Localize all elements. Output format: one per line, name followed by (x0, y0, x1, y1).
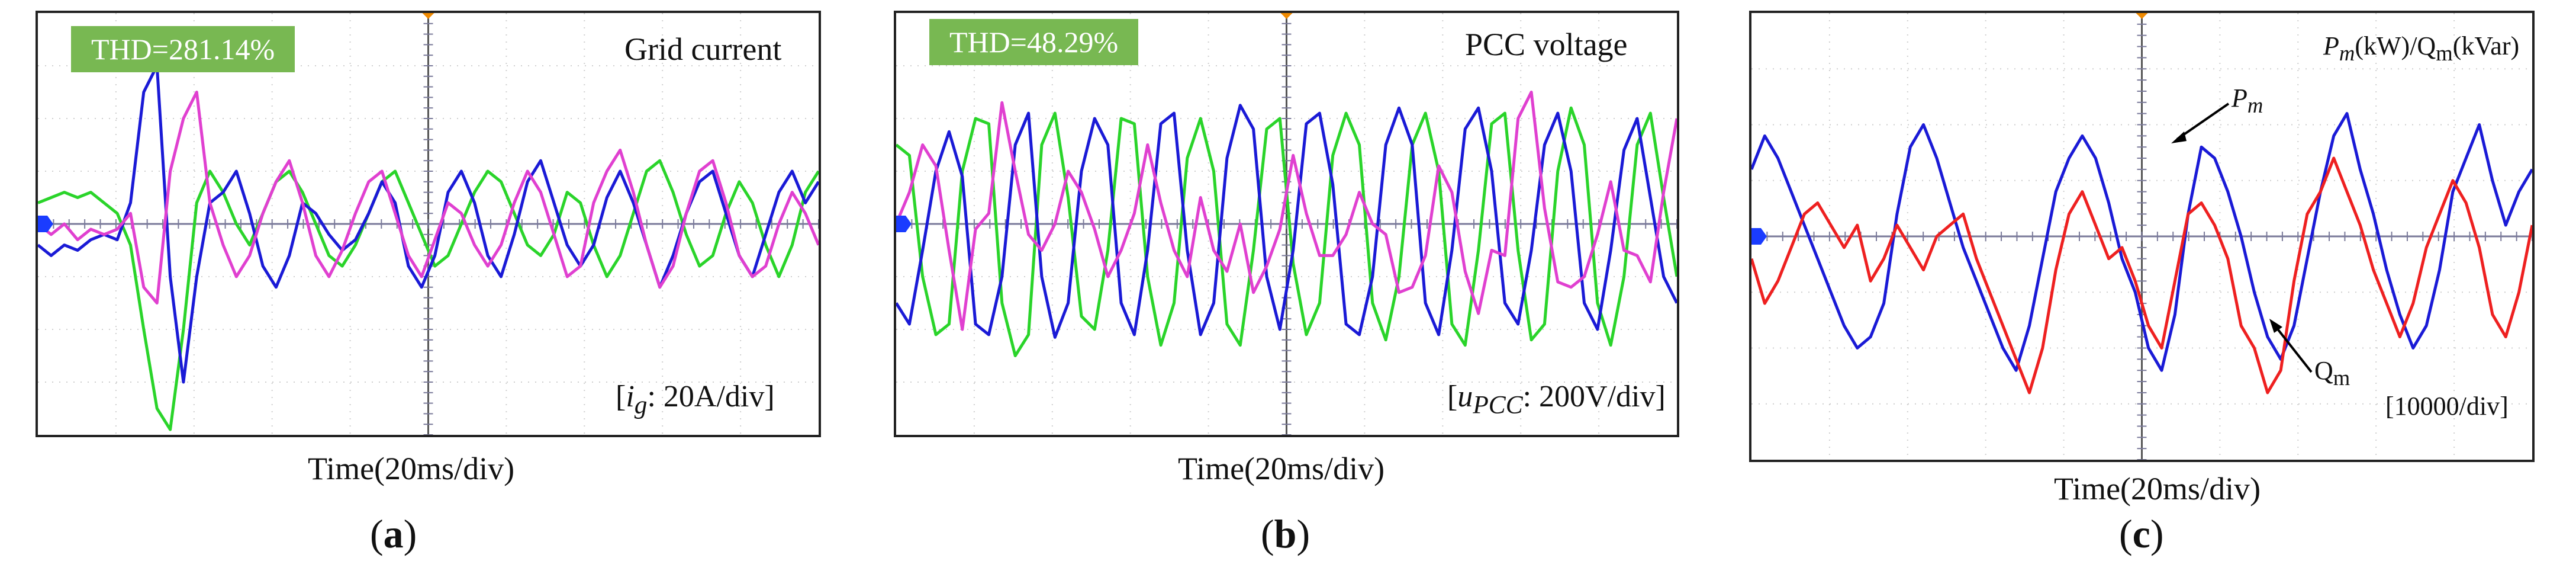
scale-label-b: [uPCC: 200V/div] (1447, 379, 1666, 419)
arrow-pm-head (2171, 132, 2187, 143)
x-axis-label-b: Time(20ms/div) (1178, 451, 1385, 486)
arrow-qm-head (2269, 319, 2282, 333)
title-end-c: (kVar) (2452, 31, 2520, 60)
scale-label-a: [ig: 20A/div] (616, 379, 775, 419)
scale-prefix-a: [ (616, 380, 626, 413)
series-b-phase-c (896, 91, 1677, 331)
x-axis-label-a: Time(20ms/div) (308, 451, 515, 486)
caption-letter-c: c (2132, 511, 2150, 556)
scope-screen-a (36, 11, 821, 437)
scope-screen-b (894, 11, 1679, 437)
ground-marker-b (896, 216, 912, 232)
scale-rest-a: : 20A/div] (647, 380, 775, 413)
arrow-qm (2273, 323, 2313, 373)
x-axis-label-c: Time(20ms/div) (2054, 471, 2261, 507)
series-c-pm (1751, 112, 2532, 372)
caption-b: (b) (1261, 511, 1310, 556)
scale-sub-b: PCC (1473, 390, 1523, 419)
scope-screen-c (1749, 11, 2535, 462)
series-a-phase-c (38, 91, 819, 304)
series-c-qm (1751, 156, 2532, 395)
scale-var-a: i (626, 380, 635, 413)
arrow-pm (2176, 102, 2230, 140)
series-a-phase-a (38, 159, 819, 431)
annotation-pm: Pm (2232, 83, 2263, 118)
caption-letter-b: b (1274, 511, 1297, 556)
scale-sub-a: g (634, 390, 648, 419)
waveform-plot-c (1751, 13, 2532, 460)
plot-title-b: PCC voltage (1465, 27, 1628, 62)
trigger-marker-c (2136, 13, 2148, 19)
series-b-phase-b (896, 104, 1677, 339)
scale-prefix-b: [ (1447, 380, 1458, 413)
annotation-qm-name: Q (2314, 356, 2333, 385)
annotation-qm-sub: m (2333, 365, 2350, 390)
plot-title-a: Grid current (624, 31, 782, 67)
title-p-sub-c: m (2339, 40, 2355, 65)
trigger-marker-b (1280, 13, 1293, 19)
scale-var-b: u (1457, 380, 1473, 413)
caption-letter-a: a (383, 511, 404, 556)
waveform-plot-a (38, 13, 819, 435)
title-mid-c: (kW)/Q (2355, 31, 2436, 60)
trigger-marker-a (422, 13, 434, 19)
thd-badge-b: THD=48.29% (929, 19, 1139, 65)
plot-title-c: Pm(kW)/Qm(kVar) (2323, 31, 2519, 66)
annotation-qm: Qm (2314, 355, 2350, 390)
annotation-pm-name: P (2232, 84, 2247, 113)
scale-rest-b: : 200V/div] (1522, 380, 1666, 413)
title-p-c: P (2323, 31, 2339, 60)
thd-badge-a: THD=281.14% (71, 26, 295, 72)
title-q-sub-c: m (2436, 40, 2453, 65)
waveform-plot-b (896, 13, 1677, 435)
annotation-pm-sub: m (2247, 92, 2263, 117)
caption-c: (c) (2119, 511, 2164, 556)
ground-marker-a (38, 216, 53, 232)
caption-a: (a) (370, 511, 417, 556)
ground-marker-c (1751, 228, 1767, 245)
scale-label-c: [10000/div] (2385, 392, 2509, 421)
